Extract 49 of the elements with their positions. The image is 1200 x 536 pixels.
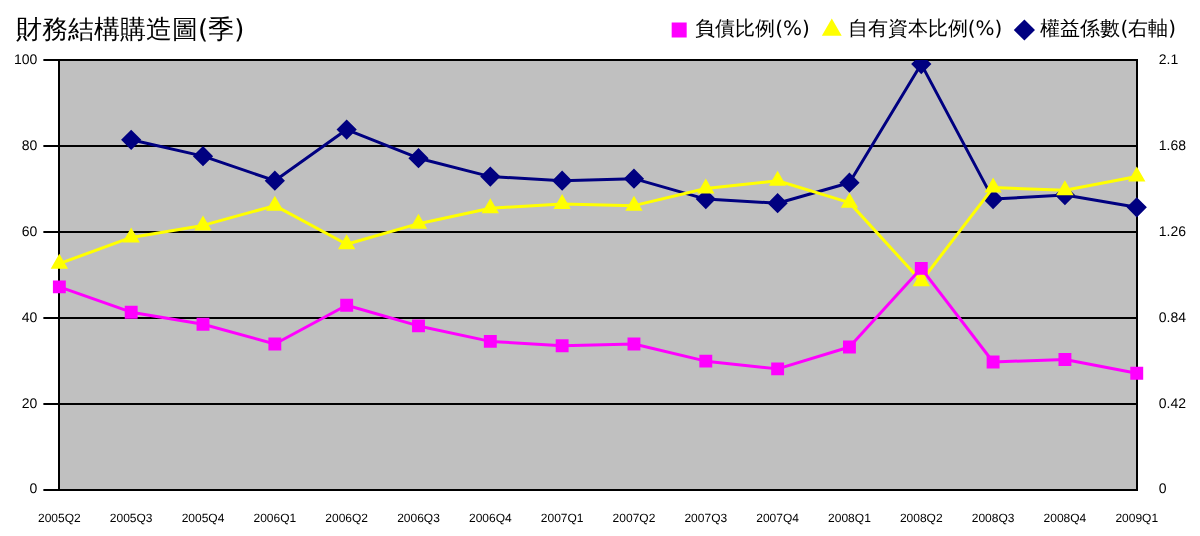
point: [841, 194, 858, 208]
point: [626, 197, 642, 211]
point: [771, 362, 785, 376]
point: [193, 146, 213, 166]
point: [985, 179, 1001, 193]
chart-title: 財務結構購造圖(季): [16, 14, 245, 48]
point: [340, 298, 354, 312]
point: [482, 199, 498, 214]
point: [770, 172, 786, 186]
legend-label: 負債比例(%): [695, 17, 810, 42]
point: [123, 228, 139, 243]
point: [1129, 167, 1145, 182]
point: [913, 272, 929, 287]
point: [51, 255, 67, 269]
point: [1127, 197, 1147, 217]
point: [52, 280, 66, 294]
point: [339, 235, 355, 250]
point: [267, 197, 283, 211]
point: [843, 340, 856, 354]
point: [1057, 181, 1073, 196]
point: [552, 171, 572, 191]
point: [124, 305, 138, 319]
point: [768, 193, 788, 213]
point: [986, 355, 1000, 369]
point: [412, 319, 425, 333]
point: [698, 179, 714, 194]
point: [555, 339, 569, 353]
point: [839, 173, 859, 193]
point: [983, 189, 1003, 209]
point: [914, 261, 928, 275]
point: [265, 171, 285, 191]
point: [121, 130, 141, 150]
point: [410, 215, 427, 229]
point: [1130, 366, 1144, 380]
point: [337, 120, 357, 140]
point: [480, 167, 500, 187]
legend-label: 權益係數(右軸): [1040, 17, 1177, 42]
point: [408, 148, 428, 168]
point: [627, 337, 641, 351]
point: [483, 334, 497, 348]
point: [699, 354, 713, 368]
point: [554, 195, 570, 209]
point: [1058, 352, 1072, 366]
point: [268, 337, 282, 351]
point: [195, 216, 211, 231]
legend-label: 自有資本比例(%): [847, 17, 1003, 42]
point: [911, 60, 931, 74]
point: [624, 169, 644, 189]
point: [196, 317, 210, 331]
